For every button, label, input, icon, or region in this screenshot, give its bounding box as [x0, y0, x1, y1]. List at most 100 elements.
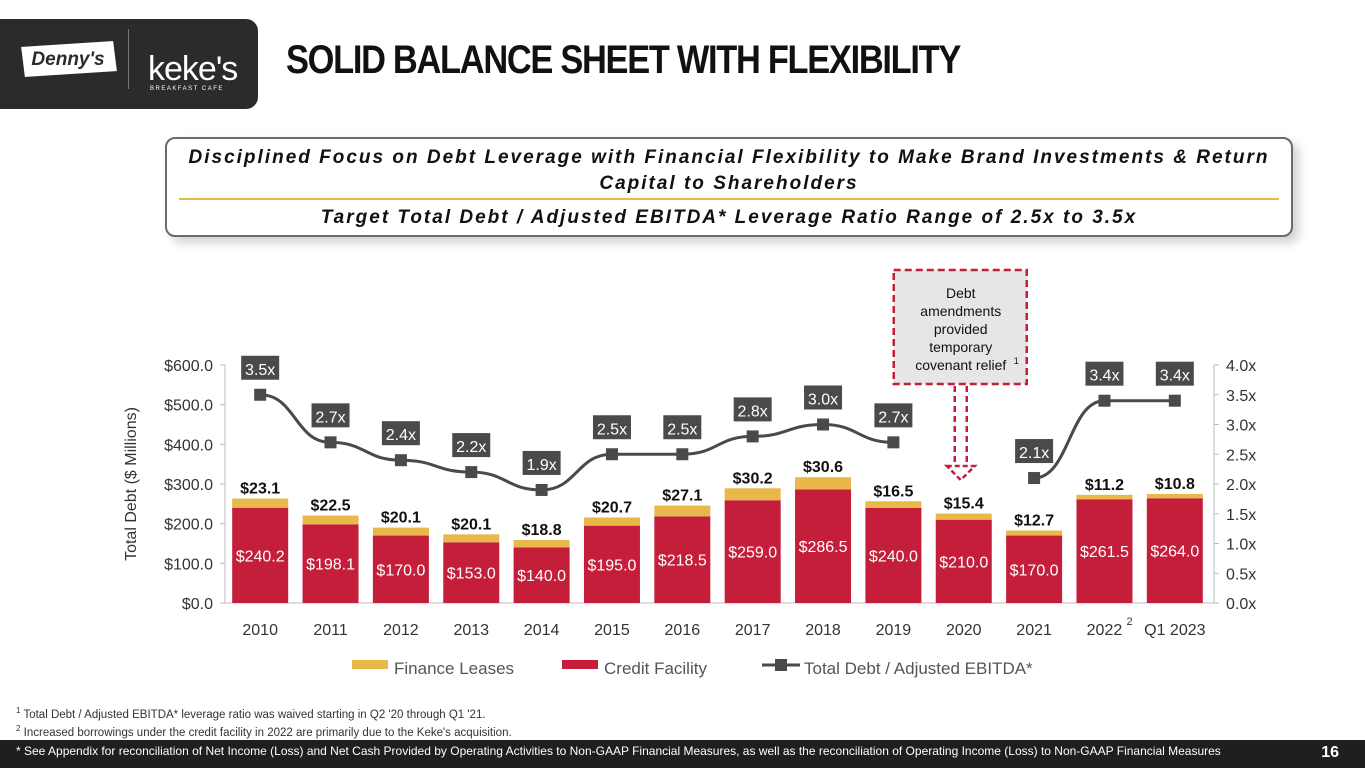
bar-finance-leases: [1006, 530, 1063, 536]
bar-credit-facility: [443, 542, 500, 603]
y-tick-label-left: $400.0: [164, 437, 213, 454]
data-label-lease: $20.1: [381, 510, 421, 527]
ratio-label-box: [522, 450, 561, 475]
bar-credit-facility: [1076, 499, 1133, 603]
ratio-label: 2.5x: [667, 421, 697, 438]
ratio-label-box: [452, 433, 491, 458]
ratio-point: [465, 466, 478, 479]
bar-credit-facility: [302, 524, 359, 603]
ratio-label: 1.9x: [526, 457, 556, 474]
footnote-2: 2 Increased borrowings under the credit …: [16, 724, 512, 739]
data-label-credit: $286.5: [799, 539, 848, 556]
x-tick-label: 2011: [313, 622, 348, 639]
ratio-point: [1028, 472, 1041, 485]
bar-finance-leases: [513, 540, 570, 548]
kekes-logo: keke's: [148, 50, 238, 88]
ratio-label: 3.0x: [808, 392, 838, 409]
legend-label-finance-leases: Finance Leases: [394, 659, 514, 678]
y-tick-label-left: $100.0: [164, 556, 213, 573]
ratio-label-box: [311, 403, 350, 428]
ratio-label-box: [1015, 439, 1054, 464]
data-label-lease: $10.8: [1155, 476, 1195, 493]
ratio-label: 2.8x: [738, 403, 768, 420]
annotation-superscript: 1: [1014, 356, 1019, 366]
footnote-2-text: Increased borrowings under the credit fa…: [23, 726, 512, 739]
ratio-label-box: [241, 355, 280, 380]
y-tick-label-right: 1.0x: [1226, 537, 1256, 554]
data-label-lease: $22.5: [311, 497, 351, 514]
data-label-credit: $240.0: [869, 548, 918, 565]
footnote-1-mark: 1: [16, 706, 21, 715]
x-tick-label: 2017: [735, 622, 771, 639]
ratio-point: [605, 448, 618, 461]
bar-finance-leases: [724, 488, 781, 501]
callout-text-1: Disciplined Focus on Debt Leverage with …: [188, 147, 1270, 194]
ratio-point: [1098, 394, 1111, 407]
appendix-note: * See Appendix for reconciliation of Net…: [16, 744, 1221, 758]
page-number: 16: [1321, 744, 1339, 761]
x-tick-label: 2022: [1087, 622, 1123, 639]
ratio-point: [1168, 394, 1181, 407]
bar-credit-facility: [795, 489, 852, 603]
bar-credit-facility: [583, 525, 640, 603]
annotation-text-line: Debt: [946, 285, 976, 301]
ratio-label-box: [663, 415, 702, 440]
annotation-text-line: temporary: [929, 339, 992, 355]
x-tick-label: 2015: [594, 622, 630, 639]
y-tick-label-left: $600.0: [164, 358, 213, 375]
bar-finance-leases: [443, 534, 500, 543]
ratio-point: [394, 454, 407, 467]
y-tick-label-right: 2.0x: [1226, 477, 1256, 494]
data-label-lease: $11.2: [1085, 477, 1124, 494]
y-tick-label-right: 3.5x: [1226, 388, 1256, 405]
ratio-point: [817, 418, 830, 431]
data-label-credit: $198.1: [306, 557, 355, 574]
data-label-credit: $153.0: [447, 566, 496, 583]
page-title: SOLID BALANCE SHEET WITH FLEXIBILITY: [286, 38, 961, 82]
bar-finance-leases: [935, 513, 992, 520]
bar-credit-facility: [724, 500, 781, 603]
data-label-credit: $259.0: [728, 545, 777, 562]
x-tick-label: Q1 2023: [1144, 622, 1205, 639]
data-label-credit: $210.0: [939, 554, 988, 571]
annotation-text-line: amendments: [920, 303, 1001, 319]
debt-leverage-chart: $0.0 $100.0 $200.0 $300.0 $400.0 $500.0 $600.0…: [123, 268, 1256, 678]
data-label-credit: $218.5: [658, 553, 707, 570]
data-label-lease: $27.1: [662, 488, 702, 505]
data-label-credit: $170.0: [376, 562, 425, 579]
x-tick-label: 2013: [453, 622, 489, 639]
y-tick-label-right: 3.0x: [1226, 418, 1256, 435]
footnote-1-text: Total Debt / Adjusted EBITDA* leverage r…: [23, 708, 486, 721]
ratio-label: 3.4x: [1160, 368, 1190, 385]
bar-finance-leases: [865, 501, 922, 508]
x-tick-label: 2012: [383, 622, 419, 639]
legend-label-ratio: Total Debt / Adjusted EBITDA*: [804, 659, 1033, 678]
y-axis-title: Total Debt ($ Millions): [123, 407, 140, 561]
y-tick-label-right: 1.5x: [1226, 507, 1256, 524]
data-label-lease: $18.8: [522, 522, 562, 539]
footer-bar: * See Appendix for reconciliation of Net…: [0, 740, 1365, 768]
data-label-lease: $23.1: [240, 481, 280, 498]
x-tick-label: 2016: [665, 622, 701, 639]
y-tick-label-right: 0.0x: [1226, 596, 1256, 613]
ratio-line: [260, 393, 894, 492]
data-label-credit: $240.2: [236, 548, 285, 565]
logo-divider: [128, 29, 129, 89]
y-tick-label-right: 2.5x: [1226, 447, 1256, 464]
ratio-line: [1033, 399, 1175, 480]
ratio-point: [535, 483, 548, 496]
legend-swatch-ratio-marker: [775, 659, 787, 671]
x-tick-superscript: 2: [1126, 616, 1132, 628]
ratio-label-box: [1155, 361, 1194, 386]
annotation-text-line: provided: [934, 321, 988, 337]
y-tick-label-left: $300.0: [164, 477, 213, 494]
ratio-label: 3.5x: [245, 362, 275, 379]
ratio-label: 2.1x: [1019, 445, 1049, 462]
bar-finance-leases: [795, 477, 852, 490]
dennys-logo-text: Denny's: [31, 49, 104, 70]
data-label-lease: $30.6: [803, 459, 843, 476]
x-tick-label: 2014: [524, 622, 560, 639]
footnote-1: 1 Total Debt / Adjusted EBITDA* leverage…: [16, 706, 486, 721]
ratio-point: [887, 436, 900, 449]
y-tick-label-left: $0.0: [182, 596, 213, 613]
